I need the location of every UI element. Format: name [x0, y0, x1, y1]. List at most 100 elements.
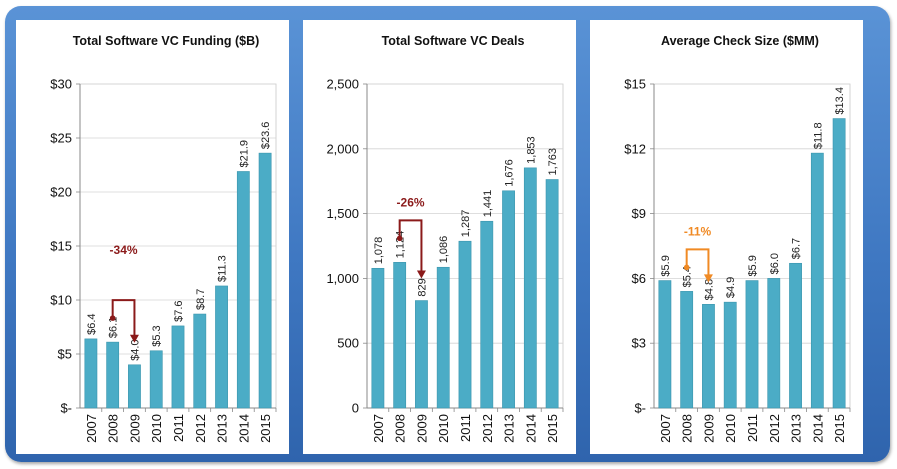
data-label: $5.3	[151, 325, 163, 346]
y-tick-label: $6	[632, 271, 646, 286]
annotation-text: -34%	[110, 243, 138, 257]
data-label: $5.9	[747, 255, 759, 276]
chart-title: Total Software VC Deals	[382, 34, 525, 48]
x-tick-label: 2009	[127, 414, 142, 443]
bar-2011	[745, 280, 759, 409]
y-tick-label: 1,500	[326, 206, 359, 221]
x-tick-label: 2010	[723, 414, 738, 443]
y-tick-label: $20	[50, 185, 72, 200]
bar-2007	[84, 338, 98, 409]
data-label: $6.0	[769, 253, 781, 274]
funding-chart-panel: Total Software VC Funding ($B) $- $5 $10 $15…	[16, 20, 289, 454]
data-label: 1,763	[547, 148, 559, 176]
bar-2012	[480, 220, 494, 409]
bar-2007	[658, 280, 672, 409]
annotation-text: -26%	[397, 195, 425, 209]
y-tick-label: $30	[50, 77, 72, 92]
bar-2015	[258, 152, 272, 409]
x-tick-label: 2011	[458, 414, 473, 442]
y-tick-label: 2,000	[326, 141, 359, 156]
bar-2015	[545, 179, 559, 409]
y-tick-label: $5	[58, 347, 72, 362]
chart-title: Total Software VC Funding ($B)	[73, 34, 260, 48]
y-tick-label: $-	[634, 401, 646, 416]
bar-2013	[789, 262, 802, 409]
deals-chart-panel: Total Software VC Deals 0 500 1,000 1,500 2,0…	[303, 20, 576, 454]
check-size-chart: Average Check Size ($MM) $- $3 $6 $9 $12 $15 $5…	[624, 34, 851, 443]
x-tick-label: 2015	[832, 414, 847, 443]
x-tick-label: 2008	[680, 414, 695, 443]
y-tick-label: 0	[352, 401, 359, 416]
x-tick-label: 2014	[236, 414, 251, 443]
x-tick-label: 2007	[84, 414, 99, 443]
bar-2009	[702, 304, 715, 409]
annotation-arrowhead	[703, 274, 713, 283]
x-tick-label: 2012	[767, 414, 782, 443]
data-label: $6.4	[86, 313, 98, 334]
x-tick-label: 2013	[215, 414, 230, 443]
x-tick-label: 2014	[810, 414, 825, 443]
data-label: $4.8	[703, 279, 715, 300]
check-size-chart-panel: Average Check Size ($MM) $- $3 $6 $9 $12 $15 $5…	[590, 20, 863, 454]
bar-2013	[215, 285, 228, 409]
data-label: $13.4	[834, 87, 846, 115]
data-label: $23.6	[260, 122, 272, 150]
x-tick-label: 2012	[193, 414, 208, 443]
bar-2007	[371, 267, 385, 409]
annotation-arrowhead	[416, 270, 426, 279]
y-tick-label: $10	[50, 293, 72, 308]
annotation-text: -11%	[684, 224, 712, 238]
data-label: $11.3	[217, 255, 229, 282]
bar-2009	[415, 300, 428, 409]
x-tick-label: 2009	[414, 414, 429, 443]
bar-2014	[810, 152, 824, 409]
data-label: 1,078	[373, 237, 385, 265]
bar-2010	[149, 350, 163, 409]
bar-2014	[236, 171, 250, 409]
dashboard-frame: Total Software VC Funding ($B) $- $5 $10 $15…	[5, 6, 890, 462]
bar-2013	[502, 190, 515, 409]
y-tick-label: 500	[337, 336, 359, 351]
x-tick-label: 2011	[745, 414, 760, 442]
data-label: 1,287	[460, 210, 472, 238]
data-label: $11.8	[812, 122, 824, 149]
bar-2011	[171, 325, 185, 409]
bar-2012	[193, 313, 207, 409]
x-tick-label: 2007	[658, 414, 673, 443]
x-tick-label: 2012	[480, 414, 495, 443]
x-tick-label: 2009	[701, 414, 716, 443]
x-tick-label: 2013	[502, 414, 517, 443]
x-tick-label: 2008	[106, 414, 121, 443]
data-label: $21.9	[238, 140, 250, 168]
change-annotation: -11%	[683, 224, 713, 283]
funding-chart: Total Software VC Funding ($B) $- $5 $10 $15…	[50, 34, 277, 443]
bar-2008	[393, 262, 407, 409]
x-tick-label: 2007	[371, 414, 386, 443]
data-label: 1,086	[438, 236, 450, 264]
x-tick-label: 2011	[171, 414, 186, 442]
bar-2008	[680, 291, 694, 409]
x-tick-label: 2014	[523, 414, 538, 443]
data-label: 1,676	[504, 159, 516, 187]
x-tick-label: 2010	[149, 414, 164, 443]
y-tick-label: $15	[50, 239, 72, 254]
y-tick-label: $9	[632, 206, 646, 221]
annotation-bracket	[685, 248, 710, 276]
bar-2015	[832, 118, 846, 409]
bar-2010	[723, 301, 737, 409]
data-label: $5.4	[682, 266, 694, 287]
change-annotation: -34%	[110, 243, 139, 343]
data-label: $4.9	[725, 277, 737, 298]
y-tick-label: $15	[624, 77, 646, 92]
y-tick-label: $3	[632, 336, 646, 351]
y-tick-label: 1,000	[326, 271, 359, 286]
y-tick-label: $25	[50, 131, 72, 146]
y-tick-label: 2,500	[326, 77, 359, 92]
deals-chart: Total Software VC Deals 0 500 1,000 1,500 2,0…	[326, 34, 564, 443]
x-tick-label: 2013	[789, 414, 804, 443]
data-label: 1,853	[525, 136, 537, 164]
data-label: $5.9	[660, 255, 672, 276]
x-tick-label: 2010	[436, 414, 451, 443]
y-tick-label: $12	[624, 141, 646, 156]
data-label: 1,441	[482, 190, 494, 218]
